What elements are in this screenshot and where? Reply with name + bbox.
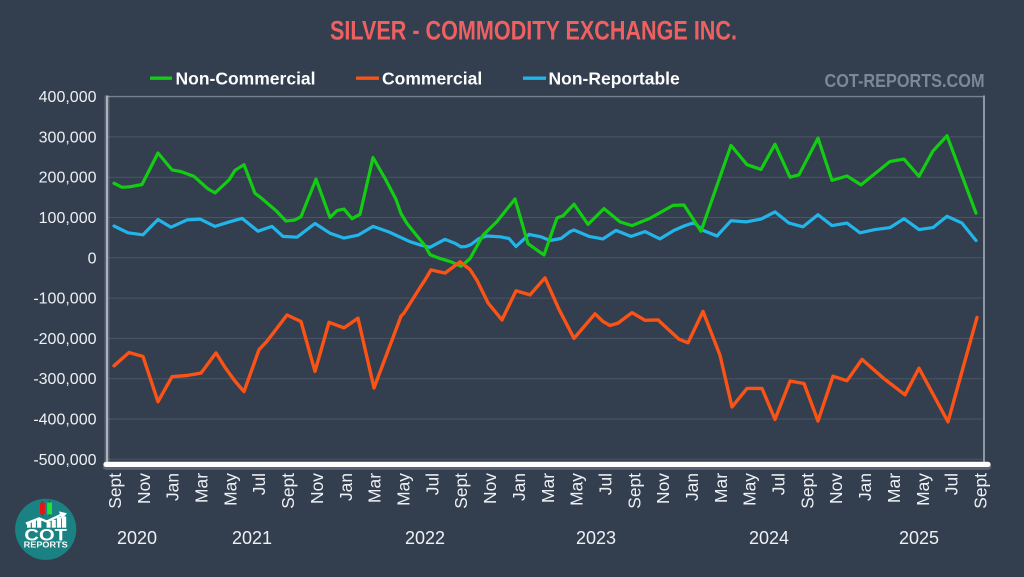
svg-text:Mar: Mar [711, 473, 731, 503]
svg-text:0: 0 [88, 250, 97, 267]
svg-text:May: May [220, 473, 240, 506]
svg-text:COT-REPORTS.COM: COT-REPORTS.COM [825, 70, 985, 91]
svg-text:Nov: Nov [307, 473, 327, 504]
svg-text:Jan: Jan [163, 473, 183, 501]
svg-text:Mar: Mar [538, 473, 558, 503]
svg-text:Jul: Jul [249, 473, 269, 495]
svg-text:Jan: Jan [855, 473, 875, 501]
svg-text:2022: 2022 [405, 528, 445, 548]
svg-text:-200,000: -200,000 [33, 331, 96, 348]
svg-text:400,000: 400,000 [39, 89, 97, 106]
svg-text:Sept: Sept [278, 473, 298, 509]
svg-text:Nov: Nov [480, 473, 500, 504]
svg-text:300,000: 300,000 [39, 129, 97, 146]
svg-text:COT: COT [24, 526, 67, 545]
svg-text:Non-Commercial: Non-Commercial [176, 68, 316, 88]
svg-text:Sept: Sept [624, 473, 644, 509]
svg-text:Nov: Nov [826, 473, 846, 504]
svg-text:SILVER - COMMODITY EXCHANGE IN: SILVER - COMMODITY EXCHANGE INC. [330, 15, 737, 45]
svg-text:Nov: Nov [134, 473, 154, 504]
svg-text:Jan: Jan [509, 473, 529, 501]
svg-text:Jan: Jan [336, 473, 356, 501]
svg-text:-300,000: -300,000 [33, 371, 96, 388]
svg-text:2025: 2025 [899, 528, 939, 548]
svg-text:Sept: Sept [971, 473, 991, 509]
svg-text:2020: 2020 [117, 528, 157, 548]
svg-text:REPORTS: REPORTS [24, 541, 69, 550]
svg-text:Sept: Sept [797, 473, 817, 509]
svg-text:2021: 2021 [232, 528, 272, 548]
svg-text:May: May [394, 473, 414, 506]
svg-text:2023: 2023 [576, 528, 616, 548]
svg-text:2024: 2024 [749, 528, 789, 548]
svg-text:Mar: Mar [192, 473, 212, 503]
svg-text:-500,000: -500,000 [33, 452, 96, 469]
svg-text:-100,000: -100,000 [33, 291, 96, 308]
svg-text:May: May [740, 473, 760, 506]
svg-text:Sept: Sept [105, 473, 125, 509]
svg-text:Mar: Mar [365, 473, 385, 503]
svg-text:Jul: Jul [942, 473, 962, 495]
svg-text:Nov: Nov [653, 473, 673, 504]
svg-text:May: May [913, 473, 933, 506]
svg-text:Jul: Jul [422, 473, 442, 495]
svg-text:100,000: 100,000 [39, 210, 97, 227]
svg-text:Commercial: Commercial [382, 68, 482, 88]
svg-text:200,000: 200,000 [39, 170, 97, 187]
svg-text:Jul: Jul [769, 473, 789, 495]
svg-text:Mar: Mar [884, 473, 904, 503]
svg-text:May: May [567, 473, 587, 506]
svg-text:Jan: Jan [682, 473, 702, 501]
svg-text:Non-Reportable: Non-Reportable [549, 68, 681, 88]
svg-text:-400,000: -400,000 [33, 411, 96, 428]
svg-text:Sept: Sept [451, 473, 471, 509]
svg-text:Jul: Jul [596, 473, 616, 495]
